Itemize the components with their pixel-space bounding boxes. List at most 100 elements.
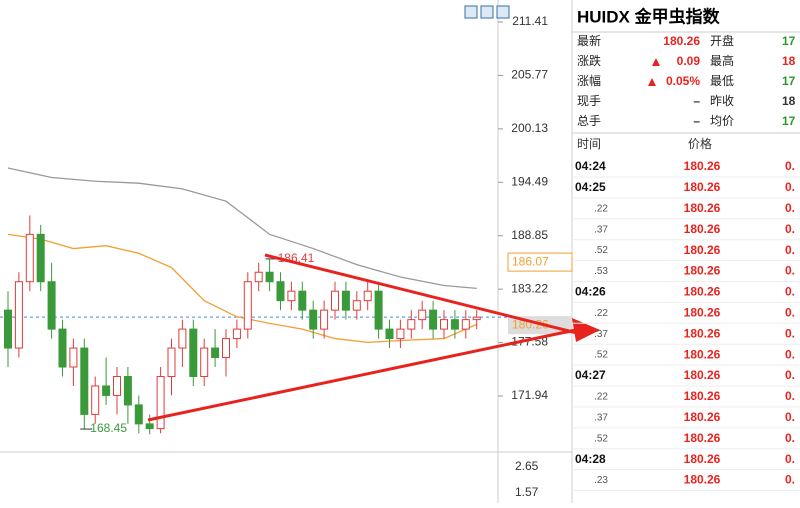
- trade-price: 180.26: [684, 410, 721, 424]
- trade-time: 04:24: [575, 159, 606, 173]
- column-header: 时间: [577, 137, 601, 151]
- trade-volume: 0.: [785, 201, 795, 215]
- trade-time: .52: [594, 350, 608, 361]
- trade-time: .52: [594, 433, 608, 444]
- candle-body: [189, 328, 198, 377]
- candle-body: [167, 347, 176, 377]
- quote-value: 0.09: [677, 54, 701, 68]
- candle-body: [396, 328, 405, 340]
- quote-value: 17: [782, 74, 796, 88]
- candle-body: [134, 404, 143, 425]
- trade-volume: 0.: [785, 305, 795, 319]
- candle-body: [200, 347, 209, 377]
- trade-volume: 0.: [785, 180, 795, 194]
- candle-body: [341, 290, 350, 311]
- candle-body: [123, 375, 132, 406]
- candle-body: [36, 233, 45, 283]
- candle-body: [418, 309, 427, 321]
- candle-body: [429, 309, 438, 330]
- quote-label: 昨收: [710, 94, 734, 108]
- price-chart: 211.41205.77200.13194.49188.85183.22177.…: [0, 14, 600, 499]
- candle-body: [211, 347, 220, 359]
- trade-time: .22: [594, 308, 608, 319]
- trade-price: 180.26: [684, 347, 721, 361]
- candle-body: [222, 338, 230, 359]
- y-tick-label: 200.13: [511, 121, 548, 135]
- quote-value: –: [693, 114, 700, 128]
- moving-average: [7, 167, 477, 290]
- trade-price: 180.26: [684, 285, 721, 299]
- trade-time: .37: [594, 224, 608, 235]
- trade-volume: 0.: [785, 243, 795, 257]
- candle-body: [363, 290, 372, 302]
- candle-body: [232, 328, 241, 340]
- trade-volume: 0.: [785, 431, 795, 445]
- trade-time: .22: [594, 203, 608, 214]
- low-label: 168.45: [90, 421, 127, 435]
- trade-time: .22: [594, 392, 608, 403]
- trade-price: 180.26: [684, 326, 721, 340]
- quote-label: 涨跌: [577, 53, 601, 68]
- candle-body: [309, 309, 318, 330]
- quote-label: 总手: [577, 114, 601, 128]
- candle-body: [145, 423, 154, 430]
- quote-label: 现手: [577, 94, 601, 108]
- price-tag-label: 180.26: [512, 317, 549, 331]
- candle-body: [113, 375, 121, 396]
- candle-body: [450, 319, 459, 330]
- candle-body: [298, 290, 307, 311]
- trade-price: 180.26: [684, 222, 721, 236]
- trade-price: 180.26: [684, 473, 721, 487]
- trend-line: [264, 253, 586, 337]
- trade-time: 04:25: [575, 180, 606, 194]
- trade-volume: 0.: [785, 326, 795, 340]
- trade-price: 180.26: [684, 389, 721, 403]
- tool-icon[interactable]: [480, 5, 494, 19]
- candle-body: [385, 328, 394, 340]
- candle-body: [407, 319, 416, 330]
- up-arrow: [652, 58, 660, 66]
- trade-volume: 0.: [785, 347, 795, 361]
- trade-price: 180.26: [684, 305, 721, 319]
- arrow-head: [572, 318, 600, 342]
- candle-body: [265, 271, 274, 283]
- column-header: 价格: [688, 136, 712, 151]
- trade-price: 180.26: [684, 201, 721, 215]
- candle-body: [276, 281, 285, 302]
- trade-volume: 0.: [785, 264, 795, 278]
- trade-time: .53: [594, 266, 608, 277]
- trade-volume: 0.: [785, 285, 795, 299]
- candle-body: [47, 281, 56, 330]
- quote-value: 0.05%: [666, 74, 700, 88]
- candle-body: [352, 300, 361, 311]
- quote-label: 最高: [710, 53, 734, 68]
- trade-time: .37: [594, 329, 608, 340]
- trade-price: 180.26: [684, 452, 721, 466]
- candle-body: [243, 281, 252, 330]
- tool-icon[interactable]: [464, 5, 478, 19]
- trend-line: [147, 326, 586, 422]
- trade-time: 04:26: [575, 285, 606, 299]
- trade-time: .23: [594, 475, 608, 486]
- candle-body: [472, 316, 481, 321]
- candle-body: [374, 290, 383, 330]
- trade-volume: 0.: [785, 452, 795, 466]
- trade-price: 180.26: [684, 243, 721, 257]
- trade-volume: 0.: [785, 410, 795, 424]
- candle-body: [80, 347, 89, 415]
- quote-label: 涨幅: [577, 73, 601, 88]
- tool-icon[interactable]: [496, 5, 510, 19]
- trade-price: 180.26: [684, 180, 721, 194]
- quote-label: 开盘: [710, 33, 734, 48]
- quote-label: 最低: [710, 74, 734, 88]
- y-tick-label: 211.41: [512, 14, 548, 28]
- candle-body: [440, 319, 448, 330]
- trade-price: 180.26: [684, 159, 721, 173]
- candle-body: [287, 290, 296, 302]
- trade-price: 180.26: [684, 368, 721, 382]
- candle-body: [91, 385, 100, 415]
- trade-time: .37: [594, 412, 608, 423]
- candle-body: [102, 385, 111, 396]
- y-tick-label: 194.49: [511, 174, 548, 188]
- y-tick-label: 188.85: [511, 228, 548, 242]
